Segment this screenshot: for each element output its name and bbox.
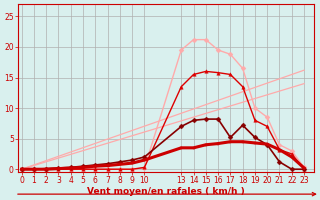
X-axis label: Vent moyen/en rafales ( km/h ): Vent moyen/en rafales ( km/h ) (87, 187, 245, 196)
